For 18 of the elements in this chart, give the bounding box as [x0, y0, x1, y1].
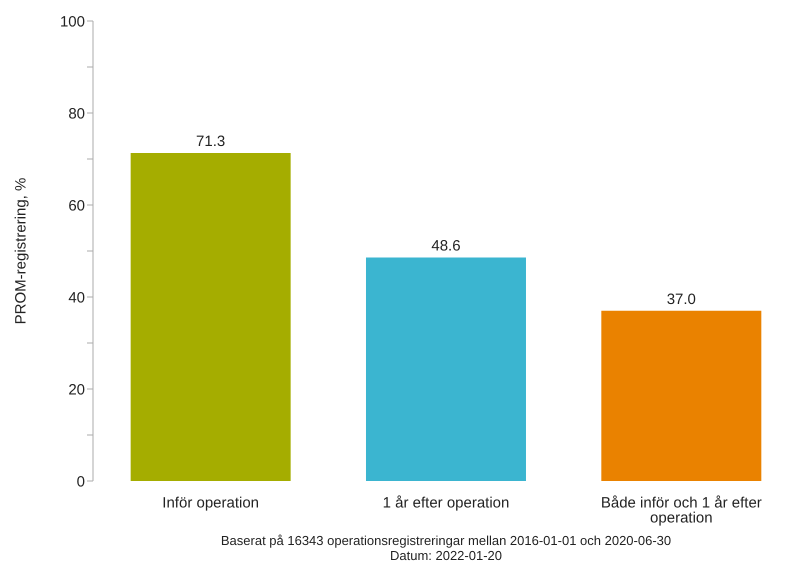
bar — [130, 153, 291, 481]
data-label: 71.3 — [196, 133, 226, 150]
data-label: 48.6 — [431, 237, 461, 254]
y-axis-title: PROM-registrering, % — [12, 178, 30, 324]
x-tick-label: 1 år efter operation — [382, 494, 510, 512]
y-tick-label: 0 — [76, 473, 85, 490]
bar — [366, 257, 526, 481]
bar — [601, 310, 762, 481]
y-tick-label: 60 — [68, 197, 85, 214]
y-tick-label: 100 — [60, 13, 85, 30]
text: Datum: 2022-01-20 — [388, 548, 503, 563]
text: Baserat på 16343 operationsregistreringar mellan 2016-01-01 och 2020-06-30 — [220, 533, 672, 548]
y-tick-label: 20 — [68, 381, 85, 398]
x-tick-label: Inför operation — [162, 494, 260, 512]
data-label: 37.0 — [666, 290, 696, 308]
y-tick-label: 40 — [68, 289, 85, 306]
x-tick-label: Både inför och 1 år efter operation — [600, 494, 762, 527]
y-tick-label: 80 — [68, 105, 85, 122]
